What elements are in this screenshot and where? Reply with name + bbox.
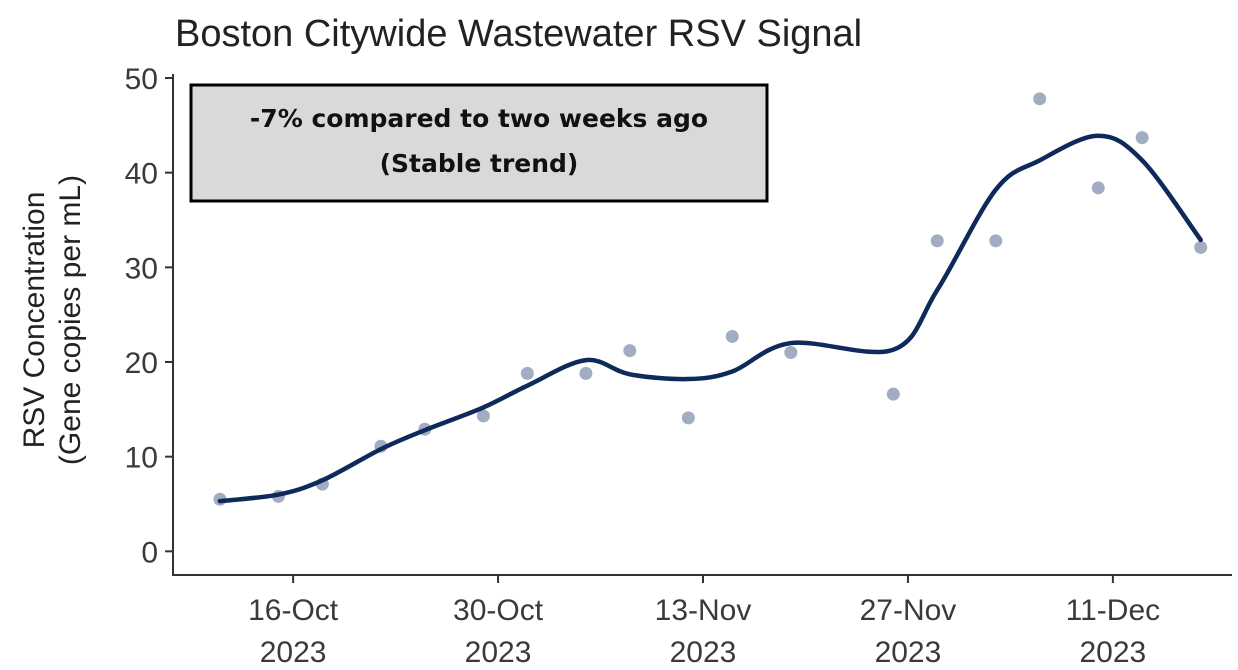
data-point: [476, 409, 490, 423]
x-tick-label: 30-Oct 2023: [453, 594, 544, 669]
data-point: [989, 234, 1003, 248]
y-tick-label: 20: [125, 347, 158, 380]
chart-title: Boston Citywide Wastewater RSV Signal: [175, 13, 862, 55]
data-point: [1135, 131, 1149, 145]
data-point: [784, 346, 798, 360]
x-tick-label: 13-Nov 2023: [655, 594, 752, 669]
annotation: -7% compared to two weeks ago: [250, 104, 708, 133]
y-tick-label: 30: [125, 252, 158, 285]
data-point: [1194, 240, 1208, 254]
data-point: [886, 387, 900, 401]
y-axis-label: RSV Concentration (Gene copies per mL): [18, 175, 87, 465]
y-tick-label: 50: [125, 63, 158, 96]
data-point: [1033, 92, 1047, 106]
data-point: [520, 366, 534, 380]
data-point: [623, 344, 637, 358]
data-point: [930, 234, 944, 248]
data-point: [579, 366, 593, 380]
y-tick-label: 0: [141, 536, 158, 569]
annotation: (Stable trend): [380, 149, 579, 178]
y-axis-label-line: (Gene copies per mL): [54, 175, 87, 465]
trend-line: [217, 133, 1203, 504]
data-point: [725, 329, 739, 343]
x-tick-label: 27-Nov 2023: [860, 594, 957, 669]
y-tick-label: 40: [125, 158, 158, 191]
y-tick-label: 10: [125, 442, 158, 475]
annotation-box: [189, 83, 769, 203]
x-tick-label: 16-Oct 2023: [248, 594, 339, 669]
y-axis-label-line: RSV Concentration: [18, 192, 51, 449]
data-point: [681, 411, 695, 425]
x-tick-label: 11-Dec 2023: [1066, 594, 1160, 669]
data-point: [1091, 181, 1105, 195]
